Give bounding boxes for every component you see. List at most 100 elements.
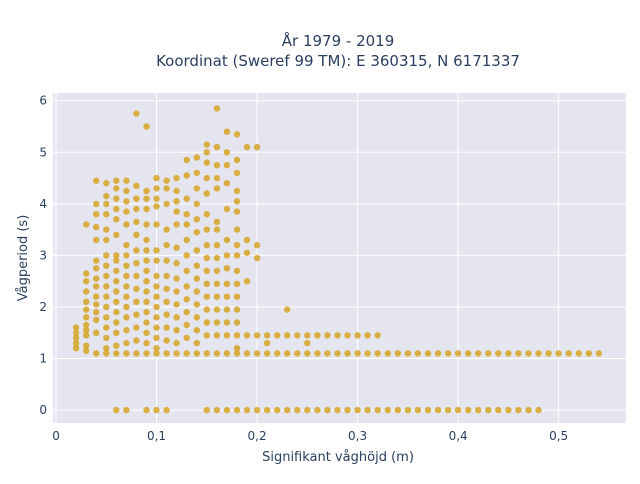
data-point [153,247,160,254]
data-point [263,406,271,414]
data-point [143,329,150,336]
data-point [163,298,170,305]
data-point [233,226,241,233]
data-point [143,205,150,213]
data-point [183,252,190,259]
data-point [294,406,301,414]
data-point [213,185,221,192]
data-point [123,241,130,249]
data-point [263,339,271,347]
data-point [575,350,582,357]
data-point [545,350,552,357]
data-point [193,339,200,347]
data-point [153,283,160,290]
data-point [384,406,391,414]
data-point [143,247,150,254]
data-point [263,332,271,339]
data-point [203,319,210,326]
data-point [183,236,190,244]
data-point [213,319,221,326]
data-point [143,221,150,228]
data-point [133,110,140,117]
data-point [233,319,241,326]
data-point [153,195,160,202]
data-point [153,406,160,414]
y-tick-label: 1 [39,352,47,366]
data-point [103,283,110,290]
data-point [83,306,90,313]
data-point [173,339,180,347]
data-point [183,334,190,342]
data-point [304,332,311,339]
data-point [143,278,150,285]
data-point [173,275,180,282]
data-point [213,162,221,169]
data-point [525,350,532,357]
data-point [113,267,120,275]
data-point [223,162,231,169]
data-point [113,257,120,264]
data-point [253,241,261,249]
data-point [143,288,150,295]
data-point [83,270,90,277]
data-point [374,406,381,414]
data-point [243,143,251,151]
chart-title-line2: Koordinat (Sweref 99 TM): E 360315, N 61… [156,52,520,70]
data-point [344,406,351,414]
data-point [233,156,241,164]
data-point [153,303,160,311]
data-point [133,298,140,305]
data-point [113,195,120,202]
data-point [454,350,462,357]
data-point [434,350,442,357]
data-point [183,156,190,164]
data-point [113,308,120,316]
data-point [223,319,231,326]
data-point [284,350,291,357]
data-point [424,350,432,357]
data-point [193,200,200,208]
data-point [183,350,190,357]
data-point [243,249,251,256]
data-point [143,339,150,347]
data-point [173,301,180,308]
data-point [404,406,412,414]
data-point [153,350,160,357]
data-point [163,350,170,357]
data-point [233,306,241,313]
data-point [83,321,90,329]
data-point [274,350,281,357]
y-tick-label: 3 [39,248,47,262]
data-point [414,406,422,414]
data-point [103,314,110,321]
data-point [203,241,210,249]
data-point [123,293,130,300]
data-point [213,241,221,249]
data-point [243,332,251,339]
data-point [505,350,512,357]
data-point [495,350,502,357]
data-point [495,406,502,414]
data-point [274,332,281,339]
data-point [233,406,241,414]
data-point [143,267,150,275]
data-point [163,226,170,233]
data-point [203,211,210,218]
data-point [485,406,492,414]
data-point [595,350,603,357]
data-point [113,406,120,414]
data-point [123,187,130,195]
data-point [93,316,100,324]
data-point [374,332,381,339]
data-point [213,218,221,226]
data-point [143,195,150,202]
data-point [223,236,231,244]
data-point [364,350,371,357]
data-point [233,293,241,300]
data-point [354,332,361,339]
data-point [123,327,130,334]
data-point [143,257,150,264]
data-point [183,172,190,179]
